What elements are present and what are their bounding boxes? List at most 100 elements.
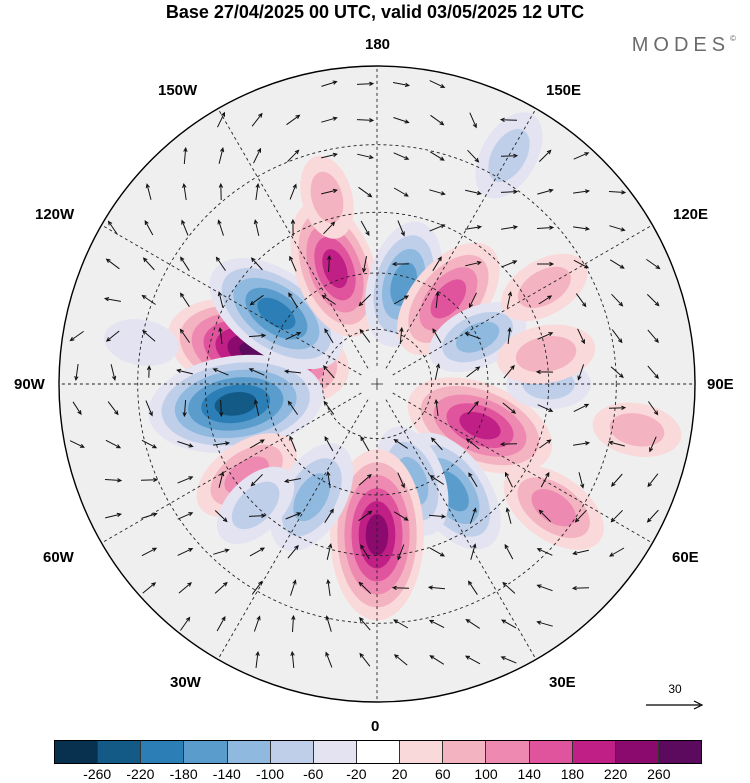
wind-arrow [290, 650, 295, 669]
wind-arrow [105, 330, 120, 342]
lon-label-180: 180 [365, 36, 391, 53]
wind-arrow [393, 152, 410, 160]
latitude-circle [137, 144, 617, 624]
wind-arrow [646, 258, 661, 270]
colorbar-tick-label: -180 [169, 766, 198, 782]
wind-arrow [362, 256, 367, 274]
wind-arrow [610, 366, 624, 379]
map-title: Base 27/04/2025 00 UTC, valid 03/05/2025… [165, 2, 585, 22]
wind-arrow [323, 400, 335, 415]
wind-arrow [507, 326, 512, 344]
wind-arrow [105, 258, 120, 270]
wind-arrow [470, 543, 477, 560]
wind-vectors [69, 80, 661, 669]
wind-arrow [107, 220, 118, 235]
wind-arrow [177, 512, 194, 520]
wind-arrow [536, 225, 555, 230]
pole-marker [371, 378, 383, 390]
wind-arrow [322, 365, 335, 379]
wind-arrow [286, 114, 301, 126]
wind-arrow [356, 118, 375, 123]
wind-arrow [573, 152, 590, 160]
wind-arrow [609, 225, 626, 232]
wind-arrow [573, 259, 590, 269]
wind-arrow [326, 470, 331, 488]
wind-arrow [250, 473, 263, 487]
wind-arrow [326, 543, 333, 560]
colorbar-swatch [400, 741, 444, 763]
wind-arrow [504, 543, 514, 560]
wind-arrow [393, 438, 408, 449]
wind-arrow [500, 153, 519, 159]
wind-arrow [323, 221, 336, 235]
wind-arrow [177, 548, 194, 556]
wind-arrow [358, 581, 372, 594]
wind-arrow [324, 435, 334, 452]
wind-arrow [537, 188, 554, 195]
wind-arrow [290, 218, 296, 237]
wind-arrow [429, 189, 446, 196]
colorbar-ticks: -260 -220 -180 -140 -100 -60 -20 20 60 100 140 180 2… [54, 766, 702, 783]
colorbar-tick-label: 100 [474, 766, 498, 782]
wind-arrow [142, 330, 156, 342]
wind-arrow [573, 403, 590, 413]
wind-arrow [397, 472, 405, 489]
wind-arrow [179, 328, 191, 343]
wind-arrow [141, 294, 156, 305]
wind-arrow [434, 398, 439, 416]
wind-arrow [397, 544, 405, 561]
wind-arrow [500, 619, 517, 629]
wind-arrow [253, 219, 260, 236]
wind-arrow [573, 226, 591, 231]
wind-arrow [217, 219, 224, 236]
anomaly-cell [148, 354, 324, 453]
wind-arrow [429, 224, 446, 232]
wind-arrow [249, 439, 265, 449]
wind-arrow [289, 183, 297, 200]
wind-arrow [359, 617, 371, 631]
anomaly-cell [397, 242, 500, 356]
wind-arrow [289, 255, 297, 272]
wind-arrow [393, 117, 410, 124]
wind-arrow [358, 186, 373, 198]
wind-arrow [506, 291, 513, 308]
meridian-line [392, 224, 653, 376]
colorbar-tick-label: -20 [346, 766, 367, 782]
wind-arrow [536, 584, 553, 592]
wind-arrow [177, 476, 194, 484]
colorbar-swatch [141, 741, 185, 763]
colorbar-swatch [184, 741, 228, 763]
wind-arrow [321, 294, 336, 305]
lon-label-30e: 30E [549, 674, 576, 691]
wind-arrow [218, 147, 225, 164]
wind-arrow [467, 149, 480, 163]
wind-arrow [145, 400, 153, 417]
anomaly-cell [503, 465, 604, 550]
wind-arrow [289, 435, 297, 452]
wind-arrow [358, 510, 373, 522]
logo-mark: © [730, 34, 736, 43]
lon-label-60e: 60E [672, 549, 699, 566]
wind-arrow [574, 509, 587, 523]
wind-arrow [248, 513, 267, 518]
colorbar-swatch [529, 741, 573, 763]
colorbar-swatch [615, 741, 659, 763]
wind-arrow [251, 580, 263, 595]
wind-arrow [253, 147, 261, 164]
wind-arrow [248, 333, 267, 338]
wind-arrow [432, 328, 442, 344]
wind-arrow [647, 365, 659, 379]
anomaly-contour [488, 128, 530, 182]
wind-arrow [215, 256, 226, 271]
wind-arrow [399, 326, 404, 345]
wind-arrow [179, 292, 190, 307]
wind-arrow [325, 651, 333, 668]
colorbar-tick-label: 60 [435, 766, 451, 782]
lon-label-150e: 150E [546, 82, 582, 99]
wind-arrow [327, 254, 332, 273]
wind-arrow [253, 399, 260, 416]
wind-arrow [429, 547, 446, 557]
wind-arrow [465, 438, 480, 450]
map-boundary [58, 65, 696, 703]
wind-arrow [177, 441, 194, 448]
